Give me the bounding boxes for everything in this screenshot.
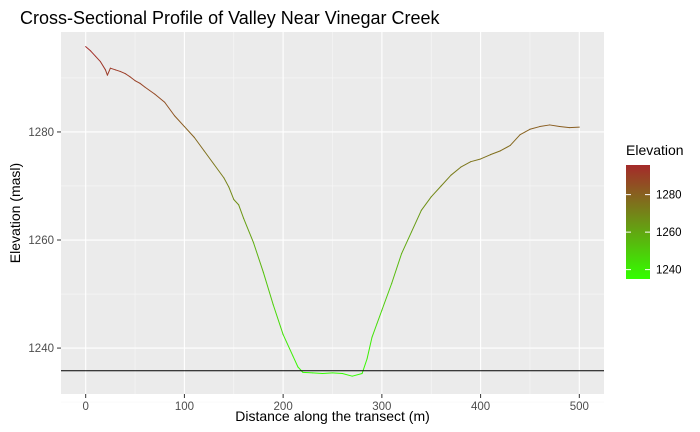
profile-segment [549,124,561,128]
minor-gridlines [61,32,604,403]
y-tick-label: 1260 [28,235,54,247]
profile-segment [183,126,195,138]
x-tick-label: 200 [274,401,293,413]
profile-segment [228,186,235,200]
x-tick-label: 400 [471,401,490,413]
profile-segment [262,271,274,306]
profile-segment [99,61,106,71]
profile-segment [193,136,205,152]
profile-segment [470,158,482,163]
profile-segment [519,128,531,136]
profile-segment [420,196,432,211]
profile-segment [95,55,101,63]
profile-segment [238,204,245,219]
legend-title: Elevation [626,142,684,158]
profile-segment [568,126,580,129]
profile-segment [114,69,121,72]
profile-segment [129,76,136,82]
profile-segment [460,161,472,168]
profile-segment [297,366,304,373]
profile-segment [381,282,393,311]
profile-segment [104,69,108,76]
profile-segment [223,177,230,188]
y-tick-label: 1280 [28,127,54,139]
legend-label: 1240 [656,265,682,277]
x-tick-label: 0 [82,401,88,413]
profile-segment [124,73,131,78]
profile-segment [119,70,126,75]
profile-segment [529,126,541,130]
profile-segment [371,323,378,338]
profile-segment [134,80,141,84]
legend-label: 1280 [656,190,682,202]
legend-label: 1260 [656,227,682,239]
profile-segment [292,355,299,368]
profile-segment [272,304,284,336]
profile-segment [509,134,521,146]
profile-segment [302,371,314,374]
profile-segment [164,101,176,117]
color-legend: Elevation 1240 1260 1280 [626,142,684,279]
profile-segment [139,82,146,88]
profile-segment [253,242,264,273]
profile-segment [144,86,156,95]
profile-segment [539,124,551,128]
profile-segment [499,144,511,152]
profile-segment [341,372,353,377]
profile-segment [90,50,97,57]
profile-segment [351,372,363,377]
legend-colorbar [626,165,650,279]
profile-segment [109,67,116,71]
x-tick-label: 100 [175,401,194,413]
elevation-profile-line [85,46,580,377]
profile-segment [174,115,185,128]
legend-ticks: 1240 1260 1280 [626,190,682,277]
profile-segment [282,334,294,357]
profile-segment [559,126,570,129]
profile-segment [233,198,240,206]
profile-segment [366,336,373,360]
x-axis-title: Distance along the transect (m) [235,408,430,424]
y-axis-ticks: 1240 1260 1280 [28,127,61,355]
profile-segment [203,150,215,165]
profile-segment [401,231,412,255]
x-tick-label: 500 [570,401,589,413]
profile-segment [85,46,92,52]
profile-segment [489,150,501,156]
profile-segment [332,372,343,374]
x-tick-label: 300 [372,401,391,413]
profile-segment [243,217,255,244]
profile-segment [312,372,324,374]
profile-segment [106,67,111,76]
chart-title: Cross-Sectional Profile of Valley Near V… [20,8,441,28]
y-axis-title: Elevation (masl) [7,163,23,263]
x-axis-ticks: 0 100 200 300 400 500 [82,394,589,413]
profile-segment [154,93,166,103]
major-gridlines [61,32,604,394]
profile-segment [430,185,442,198]
profile-segment [480,154,491,160]
profile-segment [410,209,422,233]
profile-segment [391,253,403,284]
profile-segment [450,166,462,176]
profile-segment [440,174,452,187]
profile-segment [213,163,225,179]
profile-segment [322,372,333,374]
y-tick-label: 1240 [28,343,54,355]
profile-segment [376,309,383,325]
